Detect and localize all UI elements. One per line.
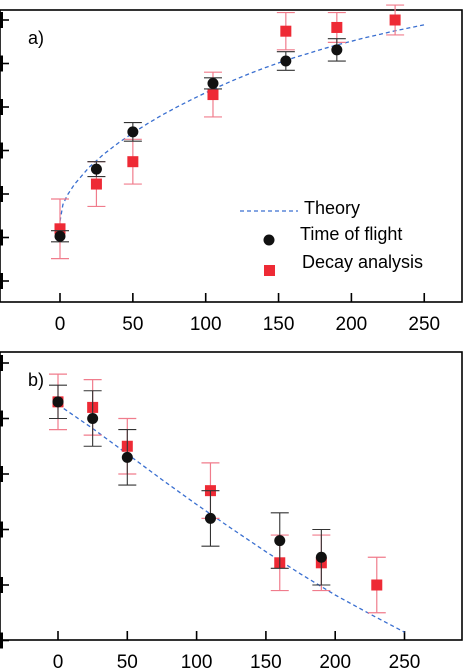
decay-point bbox=[54, 223, 66, 235]
tof-point bbox=[52, 396, 64, 408]
legend-decay-swatch bbox=[264, 265, 275, 276]
tof-point bbox=[204, 512, 216, 524]
plot-frame bbox=[0, 351, 463, 641]
chart-panel-a: 0 50 100 150 200 250 a) Theory Time of flight Dec… bbox=[0, 4, 463, 335]
y-tick-label-fragment bbox=[0, 521, 3, 538]
x-tick-label: 100 bbox=[181, 652, 213, 671]
x-tick-label: 150 bbox=[263, 314, 295, 335]
decay-point bbox=[331, 21, 343, 33]
chart-panel-b: 0 50 100 150 200 250 b) bbox=[0, 351, 463, 671]
tof-point bbox=[207, 77, 219, 89]
legend-decay-label: Decay analysis bbox=[302, 252, 423, 272]
decay-point bbox=[389, 14, 401, 26]
theory-curve bbox=[57, 404, 405, 633]
x-tick-label: 50 bbox=[122, 314, 143, 335]
y-tick-label-fragment bbox=[0, 632, 3, 649]
tof-point bbox=[274, 535, 286, 547]
panel-label: b) bbox=[28, 370, 44, 390]
panel-label: a) bbox=[28, 28, 44, 48]
tof-point bbox=[127, 126, 139, 138]
y-tick-label-fragment bbox=[0, 273, 3, 289]
legend-theory-label: Theory bbox=[304, 198, 360, 218]
decay-point bbox=[371, 579, 383, 591]
y-tick-label-fragment bbox=[0, 99, 3, 115]
tof-point bbox=[54, 230, 66, 242]
decay-point bbox=[90, 178, 102, 190]
tof-point bbox=[90, 163, 102, 175]
decay-point bbox=[207, 89, 219, 101]
tof-point bbox=[280, 55, 292, 67]
tof-point bbox=[121, 451, 133, 463]
y-tick-label-fragment bbox=[0, 186, 3, 202]
x-tick-label: 150 bbox=[250, 652, 282, 671]
decay-point bbox=[127, 156, 139, 168]
x-tick-label: 250 bbox=[408, 314, 440, 335]
x-tick-label: 50 bbox=[117, 652, 138, 671]
y-tick-label-fragment bbox=[0, 12, 3, 28]
y-tick-label-fragment bbox=[0, 142, 3, 159]
tof-point bbox=[331, 44, 343, 56]
x-tick-label: 100 bbox=[190, 314, 222, 335]
y-tick-label-fragment bbox=[0, 577, 3, 593]
x-tick-label: 0 bbox=[55, 314, 66, 335]
x-tick-label: 200 bbox=[319, 652, 351, 671]
x-tick-label: 0 bbox=[53, 652, 64, 671]
plot-frame bbox=[0, 9, 463, 303]
x-tick-label: 200 bbox=[336, 314, 368, 335]
theory-curve bbox=[59, 24, 425, 222]
y-tick-label-fragment bbox=[0, 229, 3, 246]
y-tick-label-fragment bbox=[0, 355, 3, 371]
decay-point bbox=[280, 25, 292, 37]
legend-tof-label: Time of flight bbox=[300, 224, 402, 244]
y-tick-label-fragment bbox=[0, 466, 3, 482]
tof-point bbox=[87, 413, 99, 424]
y-tick-label-fragment bbox=[0, 55, 3, 72]
y-tick-label-fragment bbox=[0, 410, 3, 427]
x-tick-label: 250 bbox=[389, 652, 421, 671]
legend-tof-swatch bbox=[263, 234, 275, 246]
legend: Theory Time of flight Decay analysis bbox=[240, 198, 423, 276]
tof-point bbox=[315, 551, 327, 563]
